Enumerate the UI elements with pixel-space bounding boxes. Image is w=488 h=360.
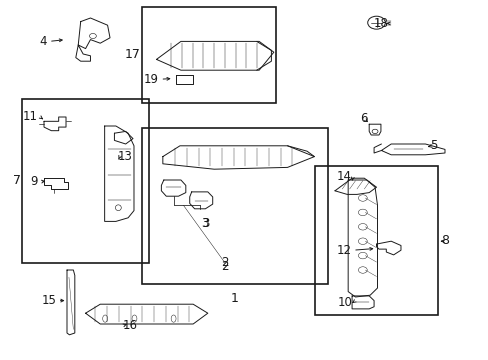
Bar xyxy=(142,7,276,103)
Text: 8: 8 xyxy=(440,234,448,247)
Text: 5: 5 xyxy=(429,139,437,152)
Bar xyxy=(22,99,149,263)
Text: 3: 3 xyxy=(201,217,209,230)
Bar xyxy=(142,128,327,284)
Text: 18: 18 xyxy=(373,17,388,30)
Text: 2: 2 xyxy=(221,256,228,269)
Text: 17: 17 xyxy=(124,48,140,62)
Text: 13: 13 xyxy=(117,150,132,163)
Text: 9: 9 xyxy=(30,175,38,188)
Bar xyxy=(315,166,437,315)
Text: 4: 4 xyxy=(39,35,46,48)
Text: 11: 11 xyxy=(22,111,38,123)
Text: 15: 15 xyxy=(41,294,56,307)
Text: 16: 16 xyxy=(122,319,137,332)
Text: 19: 19 xyxy=(143,73,159,86)
Text: 12: 12 xyxy=(336,244,351,257)
Text: 14: 14 xyxy=(336,170,351,183)
Text: 3: 3 xyxy=(200,217,208,230)
Text: 2: 2 xyxy=(221,260,228,273)
Text: 6: 6 xyxy=(360,112,367,125)
Text: 1: 1 xyxy=(230,292,238,305)
Text: 7: 7 xyxy=(13,174,20,188)
Text: 10: 10 xyxy=(337,296,351,309)
